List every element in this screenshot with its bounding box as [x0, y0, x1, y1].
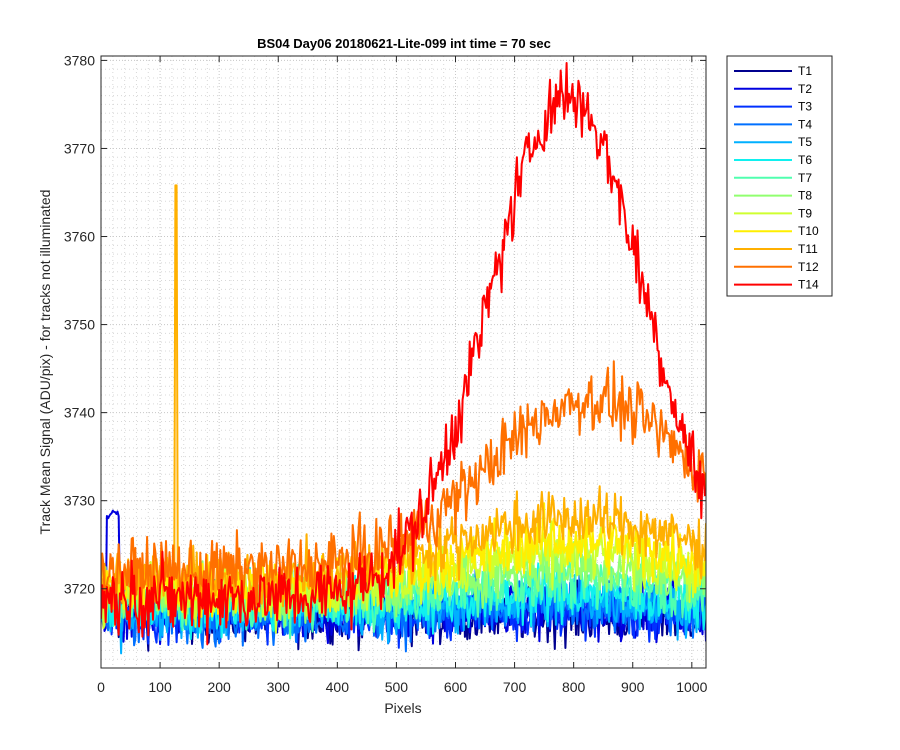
x-axis-label: Pixels: [384, 700, 421, 716]
x-tick-label: 400: [326, 679, 350, 695]
legend-label-t10: T10: [798, 224, 819, 238]
legend-label-t9: T9: [798, 206, 812, 220]
y-ticks: 3720 3730 3740 3750 3760 3770 3780: [64, 52, 706, 597]
legend-label-t6: T6: [798, 153, 812, 167]
x-tick-label: 900: [621, 679, 645, 695]
x-tick-label: 500: [385, 679, 409, 695]
x-tick-label: 0: [97, 679, 105, 695]
legend-label-t14: T14: [798, 278, 819, 292]
y-tick-label: 3760: [64, 229, 95, 245]
plot-lines: [101, 62, 706, 655]
legend-label-t5: T5: [798, 135, 812, 149]
x-tick-label: 200: [207, 679, 231, 695]
y-tick-label: 3780: [64, 52, 95, 68]
series-line-t11: [101, 184, 706, 616]
legend-box: [726, 55, 833, 297]
chart-title: BS04 Day06 20180621-Lite-099 int time = …: [257, 36, 551, 51]
legend-label-t3: T3: [798, 100, 812, 114]
y-tick-label: 3740: [64, 405, 95, 421]
series-line-t14: [101, 62, 706, 646]
y-tick-label: 3750: [64, 317, 95, 333]
plot-frame: [100, 55, 707, 669]
x-tick-label: 300: [267, 679, 291, 695]
legend-label-t11: T11: [798, 242, 818, 256]
y-tick-label: 3730: [64, 493, 95, 509]
legend: T1 T2 T3 T4 T5 T6 T7 T8 T9 T10 T11 T12 T14: [726, 55, 833, 297]
x-tick-label: 100: [148, 679, 172, 695]
x-tick-label: 800: [562, 679, 586, 695]
legend-label-t7: T7: [798, 171, 812, 185]
series-line-t12: [101, 360, 706, 613]
legend-label-t12: T12: [798, 260, 819, 274]
x-ticks: 0 100 200 300 400 500 600 700 800 900 1000: [97, 56, 708, 695]
legend-label-t4: T4: [798, 117, 812, 131]
y-tick-label: 3720: [64, 581, 95, 597]
legend-label-t8: T8: [798, 189, 812, 203]
legend-label-t2: T2: [798, 82, 812, 96]
y-tick-label: 3770: [64, 140, 95, 156]
x-tick-label: 1000: [676, 679, 707, 695]
legend-label-t1: T1: [798, 64, 812, 78]
x-tick-label: 600: [444, 679, 468, 695]
x-tick-label: 700: [503, 679, 527, 695]
y-axis-label: Track Mean Signal (ADU/pix) - for tracks…: [37, 190, 53, 535]
